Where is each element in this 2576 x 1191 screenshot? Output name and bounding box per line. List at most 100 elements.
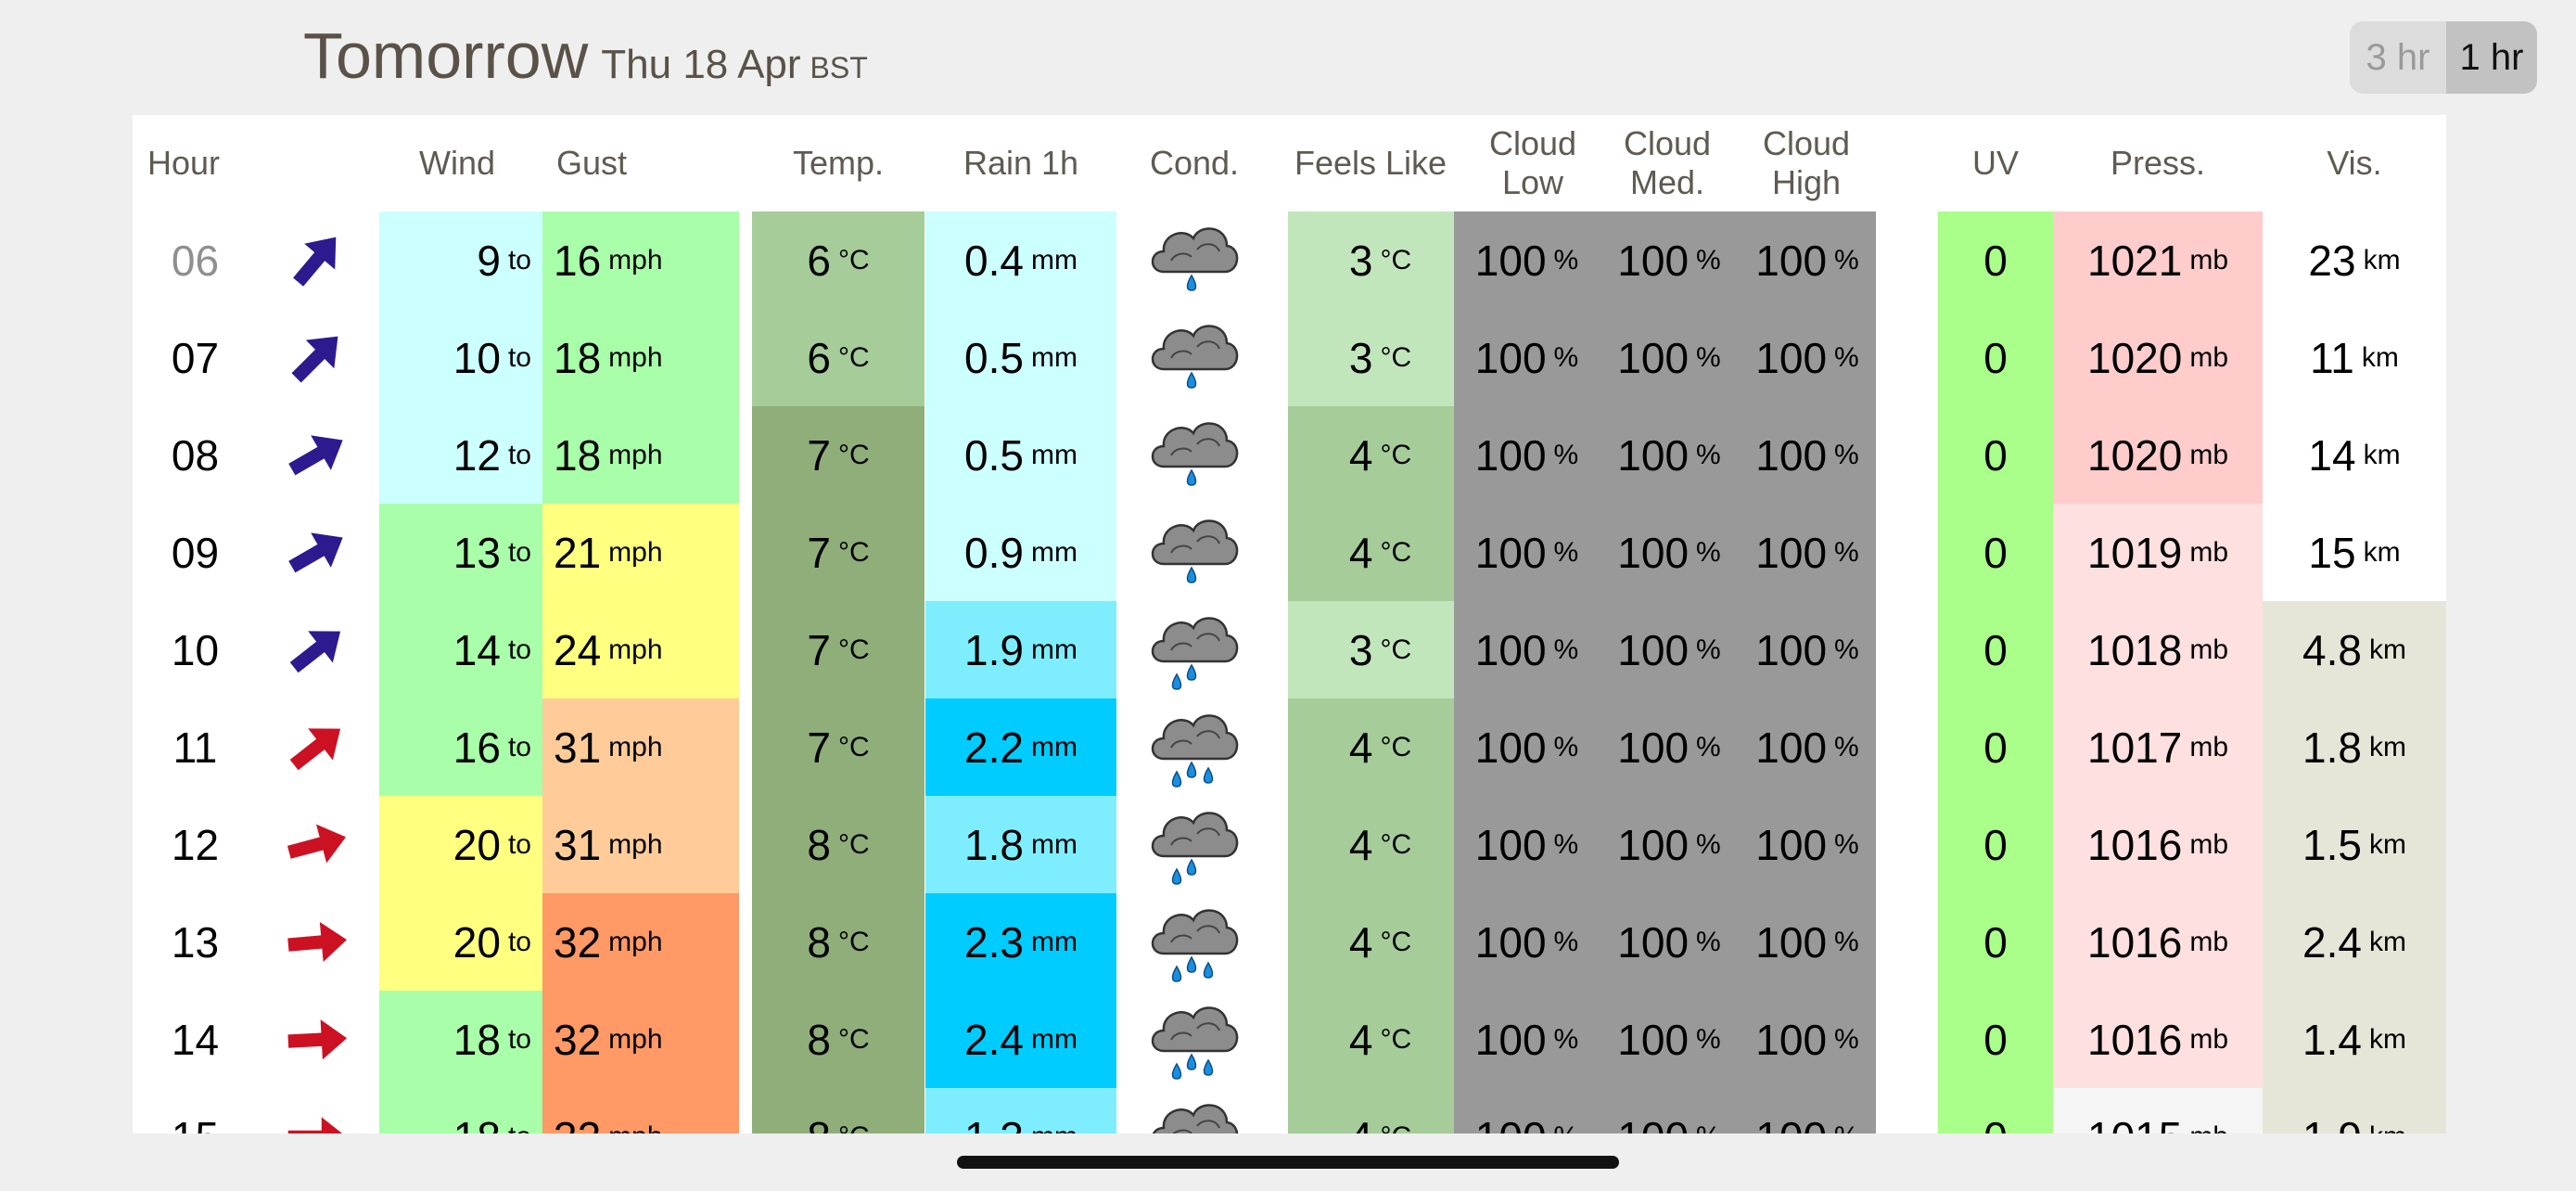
- temperature-unit: °C: [837, 634, 870, 665]
- temperature-unit: °C: [837, 828, 870, 860]
- cloud-high-cell: 100%: [1739, 893, 1876, 991]
- pressure-value: 1015: [2087, 1112, 2182, 1134]
- temperature-cell: 7 °C: [752, 406, 925, 504]
- cloud-low-cell: 100%: [1454, 211, 1600, 309]
- interval-3hr-button[interactable]: 3 hr: [2366, 37, 2430, 78]
- wind-direction-cell: [258, 309, 374, 406]
- table-row[interactable]: 09 13 to 21 mph 7 °C 0.9 mm 4 °C 100% 100% 100% 0 1019 m…: [133, 504, 2446, 601]
- pressure-cell: 1019 mb: [2053, 504, 2263, 601]
- cloud-low-cell: 100%: [1454, 1088, 1600, 1134]
- cloud-cover-band: [1454, 893, 1876, 991]
- feels-like-value: 4: [1348, 1015, 1373, 1064]
- col-wind: Wind: [418, 144, 496, 182]
- wind-speed-value: 13: [453, 528, 501, 577]
- hour-label: 10: [171, 625, 220, 674]
- wind-direction-arrow-icon: [287, 1116, 343, 1133]
- table-row[interactable]: 11 16 to 31 mph 7 °C 2.2 mm 4 °C 100% 100% 100% 0 1017 m…: [133, 698, 2446, 796]
- temperature-unit: °C: [837, 926, 870, 957]
- pressure-cell: 1016 mb: [2053, 991, 2263, 1088]
- cloud-med-unit: %: [1696, 439, 1721, 470]
- col-temp: Temp.: [792, 144, 885, 182]
- wind-speed-value: 10: [453, 333, 501, 382]
- interval-1hr-button[interactable]: 1 hr: [2446, 21, 2537, 94]
- rain-unit: mm: [1030, 634, 1078, 665]
- visibility-value: 1.9: [2302, 1112, 2362, 1134]
- pressure-value: 1017: [2086, 723, 2183, 772]
- table-row[interactable]: 14 18 to 32 mph 8 °C 2.4 mm 4 °C 100% 100% 100% 0 1016 m…: [133, 991, 2446, 1088]
- wind-direction-arrow-icon: [287, 824, 346, 863]
- wind-speed-cell: 16 to: [379, 698, 542, 796]
- visibility-value: 1.5: [2302, 820, 2362, 869]
- cloud-high-unit: %: [1834, 828, 1859, 860]
- cloud-high-unit: %: [1834, 244, 1859, 275]
- temperature-cell: 8°C: [752, 893, 925, 991]
- cloud-low-unit: %: [1553, 731, 1579, 762]
- feels-like-unit: °C: [1380, 828, 1412, 860]
- cloud-med-value: 100: [1617, 333, 1690, 382]
- cloud-low-cell: 100%: [1454, 796, 1600, 893]
- feels-like-value: 4: [1348, 723, 1373, 772]
- wind-to-label: to: [507, 926, 531, 957]
- cloud-low-value: 100: [1474, 528, 1547, 577]
- wind-direction-cell: [258, 991, 374, 1088]
- pressure-unit: mb: [2189, 1121, 2228, 1134]
- wind-speed-cell: 13 to: [379, 504, 542, 601]
- table-row[interactable]: 12 20 to 31 mph 8 °C 1.8 mm 4 °C 100% 100% 100% 0 1016 m…: [133, 796, 2446, 893]
- pressure-unit: mb: [2189, 828, 2229, 860]
- col-gust: Gust: [555, 144, 628, 182]
- rain-unit: mm: [1030, 341, 1078, 373]
- gust-cell: 31 mph: [542, 796, 739, 893]
- cloud-med-value: 100: [1617, 625, 1690, 674]
- visibility-unit: km: [2363, 439, 2401, 470]
- visibility-unit: km: [2368, 828, 2406, 860]
- visibility-cell: 14 km: [2263, 406, 2446, 504]
- cloud-low-cell: 100%: [1454, 309, 1600, 406]
- home-indicator[interactable]: [957, 1156, 1619, 1169]
- cloud-low-unit: %: [1554, 1121, 1579, 1134]
- heavy-rain-icon: [1151, 1005, 1239, 1080]
- rain-icon: [1152, 1103, 1239, 1133]
- visibility-cell: 1.9 km: [2263, 1088, 2446, 1133]
- gust-value: 21: [554, 528, 602, 577]
- table-row[interactable]: 08 12 to 18 mph 7 °C 0.5 mm 4 °C 100% 100% 100% 0 1020 m…: [133, 406, 2446, 504]
- feels-like-cell: 4°C: [1288, 504, 1473, 601]
- cloud-high-cell: 100%: [1739, 504, 1876, 601]
- wind-speed-cell: 18 to: [379, 1088, 542, 1133]
- col-hour: Hour: [147, 144, 221, 182]
- visibility-unit: km: [2369, 1121, 2406, 1134]
- col-cloud-high: Cloud High: [1762, 124, 1851, 201]
- gust-value: 31: [554, 820, 602, 869]
- feels-like-cell: 4°C: [1288, 1088, 1473, 1133]
- temperature-value: 7: [807, 625, 831, 674]
- pressure-value: 1016: [2086, 820, 2183, 869]
- feels-like-cell: 3 °C: [1288, 211, 1473, 309]
- hour-cell: 11: [133, 698, 258, 796]
- cloud-med-cell: 100%: [1600, 406, 1739, 504]
- cloud-low-value: 100: [1474, 723, 1547, 772]
- table-row[interactable]: 13 20 to 32 mph 8 °C 2.3 mm 4 °C 100% 100% 100% 0 1016 m…: [133, 893, 2446, 991]
- cloud-high-unit: %: [1834, 926, 1859, 957]
- hour-label: 07: [171, 333, 220, 382]
- pressure-unit: mb: [2189, 1023, 2229, 1055]
- table-row[interactable]: 10 14 to 24 mph 7 °C 1.9 mm 3 °C 100% 100% 100% 0 1018 m…: [133, 601, 2446, 698]
- condition-cell: [1116, 698, 1272, 796]
- pressure-unit: mb: [2189, 536, 2229, 568]
- visibility-value: 1.4: [2302, 1015, 2362, 1064]
- wind-direction-arrow-icon: [292, 237, 336, 287]
- cloud-low-unit: %: [1553, 1023, 1579, 1055]
- col-rain: Rain 1h: [963, 144, 1079, 182]
- pressure-cell: 1020 mb: [2053, 406, 2263, 504]
- cloud-med-cell: 100%: [1600, 309, 1739, 406]
- feels-like-unit: °C: [1380, 731, 1412, 762]
- hour-cell: 10: [133, 601, 258, 698]
- rain-cell: 1.3 mm: [925, 1088, 1116, 1133]
- condition-cell: [1116, 991, 1272, 1088]
- table-row[interactable]: 07 10 to 18 mph 6 °C 0.5 mm 3 °C 100% 100% 100% 0 1020 m…: [133, 309, 2446, 406]
- cloud-high-value: 100: [1755, 917, 1828, 967]
- gust-value: 24: [554, 625, 602, 674]
- gust-value: 32: [554, 917, 602, 967]
- temperature-unit: °C: [837, 341, 870, 373]
- table-row[interactable]: 06 9 to 16 mph 6 °C 0.4 mm 3 °C 100% 100% 100% 0 1021 mb…: [133, 211, 2446, 309]
- table-row[interactable]: 1518to32mph8°C1.3mm4°C100%100%100%01015m…: [133, 1088, 2446, 1133]
